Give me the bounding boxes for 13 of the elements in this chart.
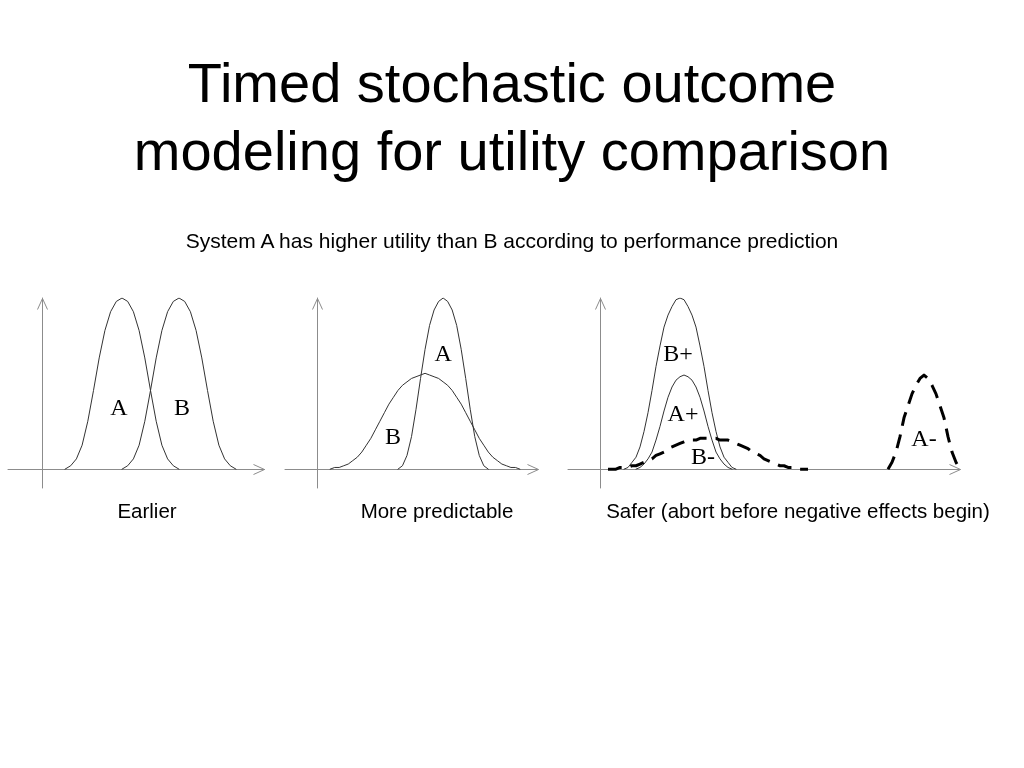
series-label: B+ bbox=[663, 340, 693, 366]
text: Timed stochastic outcome modeling for utility comparison bbox=[132, 50, 892, 184]
series-label: B- bbox=[691, 443, 716, 470]
series-label: A- bbox=[911, 425, 937, 452]
x-axis-title: Safer (abort before negative effects begin) bbox=[605, 499, 991, 523]
series-label: B bbox=[173, 394, 191, 420]
series-label: A bbox=[110, 394, 129, 420]
x-axis-title: More predictable bbox=[359, 499, 515, 523]
series-label: A+ bbox=[667, 400, 699, 427]
x-axis-title: Earlier bbox=[116, 499, 178, 523]
text: System A has higher utility than B according to performance prediction bbox=[184, 229, 840, 253]
series-label: B bbox=[385, 423, 402, 450]
series-label: A bbox=[434, 340, 453, 366]
